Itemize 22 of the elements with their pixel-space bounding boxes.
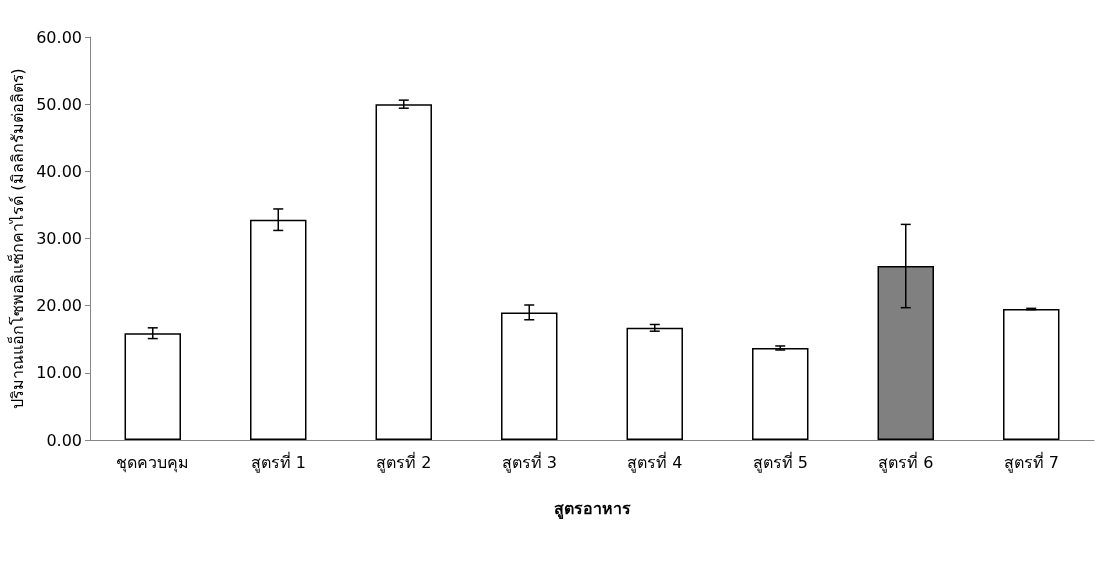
x-tick-label: สูตรที่ 3 xyxy=(501,450,557,473)
y-tick-label: 0.00 xyxy=(46,430,82,450)
bar xyxy=(124,333,181,440)
y-tick-label: 60.00 xyxy=(36,27,82,47)
x-tick-label: ชุดควบคุม xyxy=(116,452,190,473)
y-tick-label: 10.00 xyxy=(36,363,82,383)
y-tick-label: 30.00 xyxy=(36,229,82,248)
bar xyxy=(752,347,809,440)
y-tick-label: 40.00 xyxy=(36,161,82,181)
x-axis-title: สูตรอาหาร xyxy=(553,498,631,520)
x-tick-label: สูตรที่ 4 xyxy=(627,450,683,473)
x-tick-label: สูตรที่ 7 xyxy=(1003,450,1059,473)
x-tick-label: สูตรที่ 6 xyxy=(878,450,934,473)
bar xyxy=(1003,309,1060,440)
x-tick-label: สูตรที่ 1 xyxy=(250,450,306,473)
y-axis-title: ปริมาณแอ็กโซพอลิแซ็กคาไรด์ (มิลลิกรัมต่อลิตร) xyxy=(6,68,27,409)
x-tick-label: สูตรที่ 2 xyxy=(376,450,432,473)
y-tick-label: 50.00 xyxy=(36,94,82,114)
y-tick-label: 20.00 xyxy=(36,296,82,316)
x-tick-label: สูตรที่ 5 xyxy=(752,450,808,473)
bar xyxy=(626,327,683,440)
bar xyxy=(375,104,432,440)
